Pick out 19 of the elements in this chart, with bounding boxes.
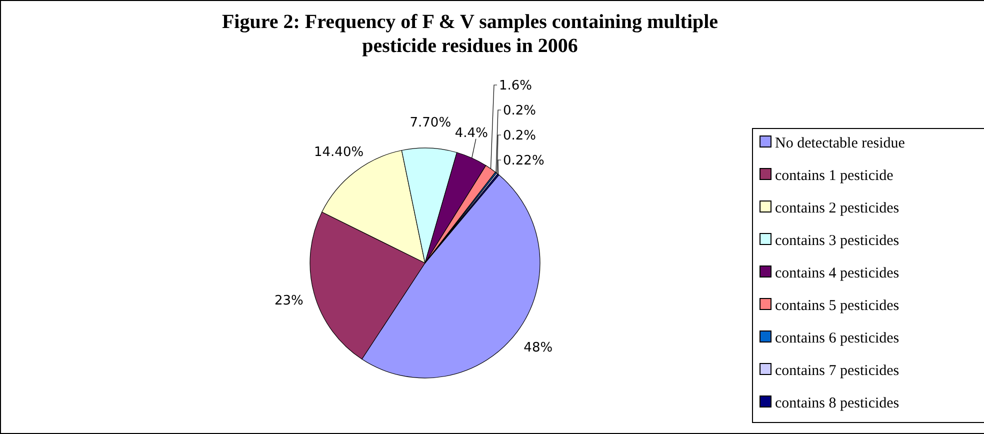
legend-label: contains 7 pesticides [775,362,900,379]
data-label: 1.6% [499,78,532,94]
data-label: 14.40% [314,144,364,160]
legend-label: contains 3 pesticides [775,232,900,249]
chart-title: Figure 2: Frequency of F & V samples containing multiple pesticide residues in 2006 [222,11,718,57]
legend-label: contains 4 pesticides [775,265,900,282]
legend-label: contains 6 pesticides [775,330,900,346]
data-label: 48% [524,340,553,356]
legend-label: contains 1 pesticide [775,168,894,184]
data-label: 7.70% [410,116,452,131]
data-label: 23% [274,294,304,309]
legend-label: contains 8 pesticides [775,395,900,412]
legend-label: contains 2 pesticides [775,200,900,216]
data-label: 0.22% [503,154,544,169]
data-label: 0.2% [503,128,536,144]
legend-label: No detectable residue [775,135,906,152]
data-label: 4.4% [454,126,488,141]
legend-label: contains 5 pesticides [775,298,900,314]
data-label: 0.2% [503,104,536,119]
